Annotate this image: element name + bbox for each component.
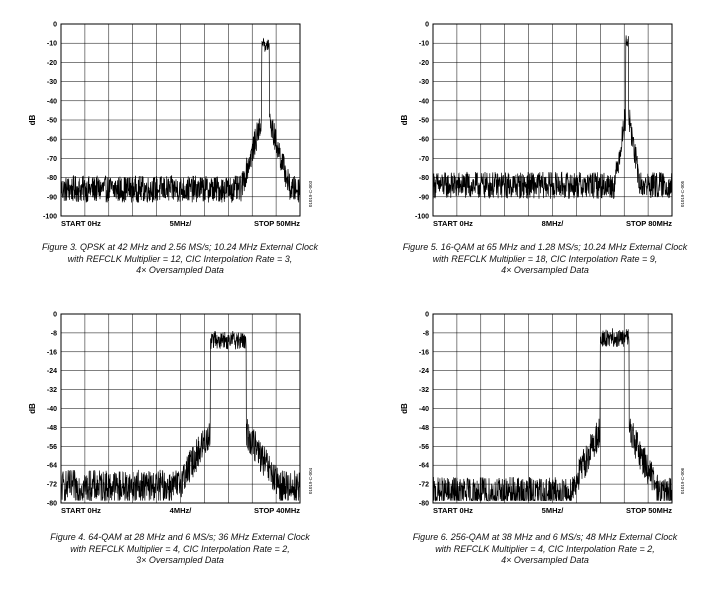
x-span-label: 8MHz/	[542, 219, 565, 228]
y-tick-label: -64	[419, 463, 429, 470]
x-start-label: START 0Hz	[61, 506, 101, 515]
y-axis-label: dB	[28, 114, 37, 125]
spectrum-trace	[432, 328, 673, 502]
figure-4-caption: Figure 4. 64-QAM at 28 MHz and 6 MS/s; 3…	[20, 532, 340, 567]
y-tick-label: -64	[47, 463, 57, 470]
y-tick-label: -100	[43, 214, 57, 221]
caption-line: Figure 4. 64-QAM at 28 MHz and 6 MS/s; 3…	[50, 532, 310, 542]
y-tick-label: -90	[47, 194, 57, 201]
figure-3: Figure 3. QPSK at 42 MHz and 2.56 MS/s; …	[0, 0, 356, 300]
plot-frame	[432, 23, 673, 217]
y-tick-label: -48	[47, 425, 57, 432]
caption-line: with REFCLK Multiplier = 12, CIC Interpo…	[67, 253, 293, 264]
figure-code: 01019-C-004	[308, 467, 313, 494]
figure-code: 01019-C-006	[680, 467, 685, 494]
x-start-label: START 0Hz	[433, 219, 473, 228]
caption-line: Figure 3. QPSK at 42 MHz and 2.56 MS/s; …	[41, 242, 319, 252]
caption-line: Figure 5. 16-QAM at 65 MHz and 1.28 MS/s…	[402, 242, 688, 252]
x-stop-label: STOP 50MHz	[254, 219, 300, 228]
y-tick-label: 0	[53, 22, 57, 29]
y-tick-label: -56	[47, 444, 57, 451]
figure-5-caption: Figure 5. 16-QAM at 65 MHz and 1.28 MS/s…	[385, 242, 705, 277]
figure-code: 01019-C-003	[308, 180, 313, 207]
y-tick-label: -72	[47, 482, 57, 489]
y-tick-label: -60	[419, 137, 429, 144]
y-tick-label: -60	[47, 137, 57, 144]
y-tick-label: -32	[419, 387, 429, 394]
y-tick-label: -20	[419, 60, 429, 67]
y-tick-label: -80	[419, 175, 429, 182]
y-tick-label: -10	[47, 41, 57, 48]
x-stop-label: STOP 50MHz	[626, 506, 672, 515]
figure-code: 01019-C-005	[680, 180, 685, 207]
caption-line: 4× Oversampled Data	[136, 265, 224, 275]
y-tick-label: -100	[415, 214, 429, 221]
y-tick-label: -32	[47, 387, 57, 394]
y-tick-label: 0	[53, 312, 57, 319]
y-tick-label: -80	[419, 501, 429, 508]
plot-frame	[60, 313, 301, 504]
y-tick-label: -90	[419, 194, 429, 201]
y-tick-label: -30	[47, 79, 57, 86]
figure-4: Figure 4. 64-QAM at 28 MHz and 6 MS/s; 3…	[20, 312, 340, 567]
y-tick-label: -20	[47, 60, 57, 67]
x-stop-label: STOP 80MHz	[626, 219, 672, 228]
figure-6-caption: Figure 6. 256-QAM at 38 MHz and 6 MS/s; …	[385, 532, 705, 567]
caption-line: with REFCLK Multiplier = 4, CIC Interpol…	[70, 543, 290, 554]
caption-line: with REFCLK Multiplier = 18, CIC Interpo…	[432, 253, 658, 264]
x-span-label: 4MHz/	[170, 506, 193, 515]
y-tick-label: -16	[47, 349, 57, 356]
y-tick-label: -24	[47, 368, 57, 375]
y-tick-label: -50	[419, 118, 429, 125]
y-tick-label: -30	[419, 79, 429, 86]
x-stop-label: STOP 40MHz	[254, 506, 300, 515]
y-tick-label: -16	[419, 349, 429, 356]
y-tick-label: -80	[47, 175, 57, 182]
plot-frame	[432, 313, 673, 504]
y-tick-label: -72	[419, 482, 429, 489]
y-tick-label: -48	[419, 425, 429, 432]
y-tick-label: -70	[419, 156, 429, 163]
caption-line: 4× Oversampled Data	[501, 265, 589, 275]
y-tick-label: -80	[47, 501, 57, 508]
x-start-label: START 0Hz	[61, 219, 101, 228]
y-tick-label: -50	[47, 118, 57, 125]
y-axis-label: dB	[28, 403, 37, 414]
x-span-label: 5MHz/	[170, 219, 193, 228]
figure-3-caption: Figure 3. QPSK at 42 MHz and 2.56 MS/s; …	[20, 242, 340, 277]
y-tick-label: -70	[47, 156, 57, 163]
spectrum-trace	[60, 330, 301, 502]
y-tick-label: -8	[423, 330, 429, 337]
caption-line: with REFCLK Multiplier = 4, CIC Interpol…	[435, 543, 655, 554]
y-tick-label: -40	[419, 98, 429, 105]
caption-line: 3× Oversampled Data	[136, 555, 224, 565]
plot-frame	[60, 23, 301, 217]
y-tick-label: 0	[425, 312, 429, 319]
spectrum-trace	[432, 35, 673, 200]
y-tick-label: -8	[51, 330, 57, 337]
y-tick-label: 0	[425, 22, 429, 29]
figure-5: Figure 5. 16-QAM at 65 MHz and 1.28 MS/s…	[385, 22, 705, 277]
caption-line: 4× Oversampled Data	[501, 555, 589, 565]
y-tick-label: -24	[419, 368, 429, 375]
y-tick-label: -56	[419, 444, 429, 451]
spectrum-trace	[60, 37, 301, 203]
y-axis-label: dB	[400, 114, 409, 125]
y-tick-label: -40	[47, 98, 57, 105]
x-start-label: START 0Hz	[433, 506, 473, 515]
x-span-label: 5MHz/	[542, 506, 565, 515]
y-axis-label: dB	[400, 403, 409, 414]
y-tick-label: -40	[419, 406, 429, 413]
y-tick-label: -40	[47, 406, 57, 413]
y-tick-label: -10	[419, 41, 429, 48]
caption-line: Figure 6. 256-QAM at 38 MHz and 6 MS/s; …	[412, 532, 678, 542]
